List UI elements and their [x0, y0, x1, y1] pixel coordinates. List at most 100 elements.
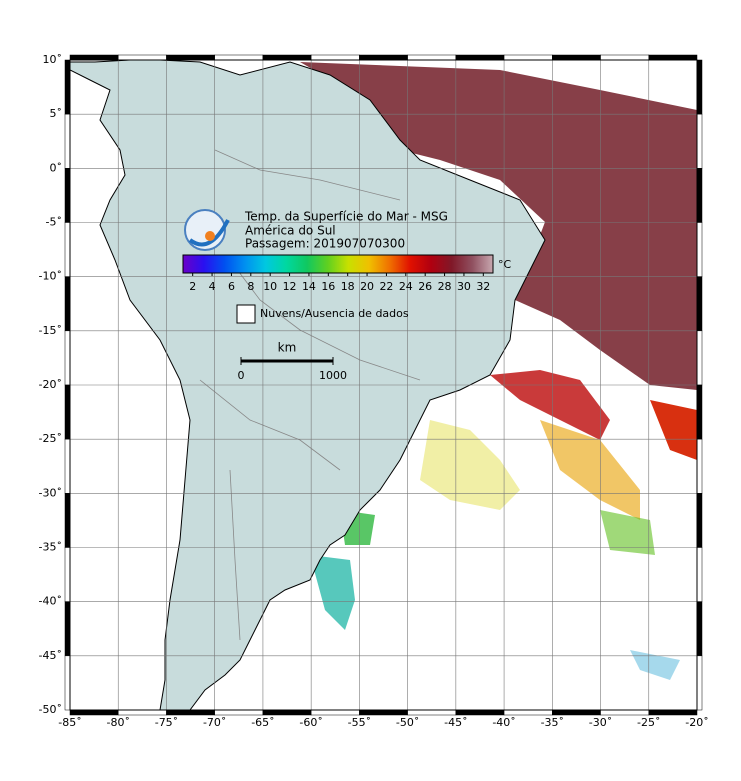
colorbar [182, 254, 494, 274]
frame-segment [503, 709, 553, 716]
x-tick-label: -85˚ [58, 716, 81, 729]
colorbar-tick-label: 12 [283, 280, 297, 293]
y-tick-label: -5˚ [46, 216, 62, 229]
frame-segment [117, 54, 167, 61]
frame-segment [64, 655, 71, 711]
frame [69, 59, 698, 711]
sst-region [420, 420, 520, 510]
frame-segment [166, 709, 215, 716]
y-tick-label: -20˚ [39, 378, 62, 391]
frame-segment [696, 655, 703, 711]
x-tick-label: -80˚ [106, 716, 129, 729]
colorbar-tick-label: 22 [379, 280, 393, 293]
frame-segment [64, 113, 71, 169]
y-tick-label: -40˚ [39, 595, 62, 608]
colorbar-tick-label: 18 [341, 280, 355, 293]
x-tick-label: -50˚ [396, 716, 419, 729]
x-tick-label: -75˚ [155, 716, 178, 729]
frame-segment [69, 709, 119, 716]
frame-segment [696, 276, 703, 332]
x-tick-label: -45˚ [444, 716, 467, 729]
frame-segment [552, 709, 601, 716]
frame-segment [359, 709, 408, 716]
frame-segment [310, 709, 360, 716]
legend-label: Nuvens/Ausencia de dados [260, 307, 409, 320]
frame-segment [696, 384, 703, 440]
colorbar-tick-label: 14 [302, 280, 316, 293]
frame-segment [262, 54, 312, 61]
frame-segment [696, 547, 703, 602]
x-tick-label: -40˚ [492, 716, 515, 729]
sst-region [310, 555, 355, 630]
frame-segment [64, 59, 71, 115]
colorbar-tick-label: 20 [360, 280, 374, 293]
x-tick-label: -35˚ [541, 716, 564, 729]
frame-segment [407, 709, 457, 716]
x-tick-label: -65˚ [251, 716, 274, 729]
frame-segment [503, 54, 553, 61]
frame-segment [696, 222, 703, 277]
colorbar-tick-label: 16 [321, 280, 335, 293]
y-tick-label: 0˚ [50, 161, 63, 174]
y-tick-label: -45˚ [39, 649, 62, 662]
frame-segment [64, 601, 71, 657]
x-tick-label: -20˚ [685, 716, 708, 729]
frame-segment [64, 438, 71, 494]
colorbar-tick-label: 6 [228, 280, 235, 293]
y-tick-label: -50˚ [39, 703, 62, 716]
colorbar-tick-label: 10 [263, 280, 277, 293]
y-tick-label: -25˚ [39, 432, 62, 445]
colorbar-tick-label: 24 [399, 280, 413, 293]
border [199, 149, 421, 641]
subtitle: Passagem: 201907070300 [245, 237, 405, 251]
frame-segment [64, 168, 71, 223]
y-tick-label: 5˚ [50, 107, 63, 120]
frame-segment [407, 54, 457, 61]
x-tick-label: -30˚ [589, 716, 612, 729]
y-tick-label: 10˚ [43, 53, 63, 66]
y-tick-label: -10˚ [39, 270, 62, 283]
frame-segment [69, 54, 119, 61]
frame-segment [696, 438, 703, 494]
frame-segment [696, 59, 703, 115]
colorbar-tick-label: 28 [438, 280, 452, 293]
frame-segment [214, 709, 264, 716]
frame-segment [696, 168, 703, 223]
frame-segment [64, 493, 71, 548]
frame-segment [262, 709, 312, 716]
subtitle: América do Sul [245, 224, 336, 238]
x-tick-label: -60˚ [299, 716, 322, 729]
frame-segment [600, 54, 650, 61]
frame-segment [600, 709, 650, 716]
y-tick-label: -15˚ [39, 324, 62, 337]
frame-segment [64, 276, 71, 332]
frame-segment [696, 113, 703, 169]
frame-segment [455, 54, 505, 61]
sst-region [650, 400, 697, 460]
x-tick-label: -55˚ [348, 716, 371, 729]
scale-label: 0 [238, 369, 245, 382]
frame-segment [696, 601, 703, 657]
frame-segment [648, 709, 698, 716]
scale-label: 1000 [319, 369, 347, 382]
legend-swatch [236, 304, 256, 324]
frame-segment [214, 54, 264, 61]
colorbar-unit: °C [498, 258, 512, 271]
colorbar-tick-label: 30 [457, 280, 471, 293]
y-tick-label: -35˚ [39, 541, 62, 554]
x-tick-label: -25˚ [637, 716, 660, 729]
sst-region [630, 650, 680, 680]
colorbar-tick-label: 2 [189, 280, 196, 293]
frame-segment [64, 547, 71, 602]
x-tick-label: -70˚ [203, 716, 226, 729]
frame-segment [552, 54, 601, 61]
frame-segment [64, 384, 71, 440]
logo [184, 209, 230, 251]
frame-segment [696, 330, 703, 386]
sst-region [600, 510, 655, 555]
colorbar-tick-label: 32 [476, 280, 490, 293]
frame-segment [359, 54, 408, 61]
frame-segment [648, 54, 698, 61]
colorbar-tick-label: 8 [247, 280, 254, 293]
